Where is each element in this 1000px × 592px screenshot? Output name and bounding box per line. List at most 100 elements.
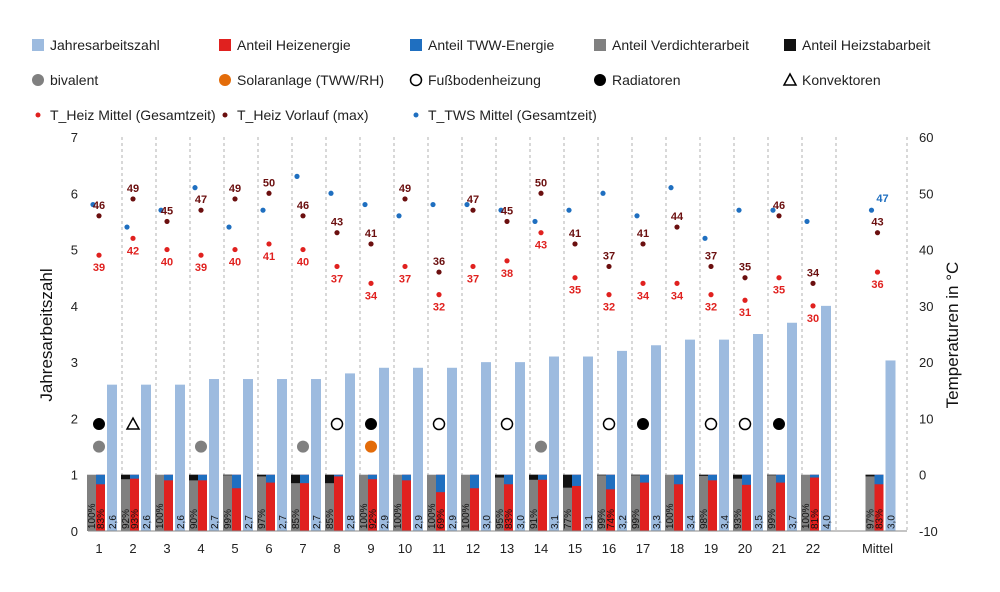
heizstab-share (223, 474, 232, 476)
legend-swatch (594, 39, 606, 51)
legend: Jahresarbeitszahl Anteil Heizenergie Antei… (32, 37, 931, 123)
jaz-value-label: 2,7 (244, 515, 255, 529)
verdichter-share-label: 100% (359, 503, 370, 529)
verdichter-share-label: 97% (866, 509, 877, 529)
x-tick-label: 4 (197, 541, 204, 556)
jaz-value-label: 2,9 (380, 515, 391, 529)
verdichter-share-label: 92% (121, 509, 132, 529)
theiz-label: 42 (127, 245, 139, 257)
jaz-bar (345, 373, 355, 531)
tww-share (334, 474, 343, 477)
heizenergie-share (708, 474, 717, 531)
tvl-point (810, 280, 816, 286)
x-tick-label: 17 (636, 541, 650, 556)
y2-tick-label: 0 (919, 468, 926, 483)
tww-share (674, 474, 683, 485)
theiz-point (164, 246, 170, 253)
heizenergie-share (776, 474, 785, 531)
verdichter-share-label: 100% (155, 503, 166, 529)
ttws-point (770, 207, 776, 213)
tvl-label: 41 (365, 228, 377, 240)
y2-axis-title: Temperaturen in °C (943, 262, 962, 409)
legend-label: Anteil TWW-Energie (428, 37, 555, 53)
x-tick-label: 6 (265, 541, 272, 556)
theiz-label: 34 (365, 290, 378, 302)
heizenergie-share-label: 74% (606, 509, 617, 529)
tww-share (96, 474, 105, 485)
theiz-label: 40 (161, 257, 173, 269)
legend-swatch (219, 74, 231, 86)
jaz-bar (277, 379, 287, 531)
tvl-point (674, 224, 680, 230)
jaz-value-label: 3,5 (754, 515, 765, 529)
theiz-point (810, 303, 816, 309)
theiz-point (572, 275, 578, 281)
verdichter-share-label: 99% (223, 509, 234, 529)
y2-tick-label: -10 (919, 524, 938, 539)
y2-tick-label: 20 (919, 355, 933, 370)
theiz-point (198, 252, 204, 258)
ttws-point (430, 201, 436, 208)
heizstab-share (325, 474, 334, 484)
heizstab-share (597, 474, 606, 476)
legend-swatch (32, 39, 44, 51)
legend-label: Anteil Verdichterarbeit (612, 37, 749, 53)
heizstab-share (767, 474, 776, 476)
heizstab-share (699, 474, 708, 476)
heizenergie-share (470, 474, 479, 531)
jaz-value-label: 2,9 (414, 515, 425, 529)
jaz-value-label: 3,1 (584, 515, 595, 529)
verdichter-share (801, 474, 810, 531)
x-tick-label: 11 (432, 541, 446, 556)
jaz-bar (141, 384, 151, 531)
legend-label: Jahresarbeitszahl (50, 37, 160, 53)
verdichter-share-label: 97% (257, 509, 268, 529)
floor-heating-marker (704, 417, 718, 431)
verdichter-share (223, 474, 232, 531)
jaz-bar (481, 362, 491, 531)
legend-swatch (35, 112, 41, 118)
legend-swatch (409, 73, 423, 87)
heizenergie-share (640, 474, 649, 531)
verdichter-share-label: 100% (461, 503, 472, 529)
ttws-point (362, 201, 368, 208)
tvl-label: 43 (331, 217, 343, 229)
jaz-value-label: 3,4 (720, 515, 731, 529)
theiz-label: 34 (637, 290, 650, 302)
theiz-point (708, 292, 714, 298)
verdichter-share (461, 474, 470, 531)
heizstab-share (495, 474, 504, 478)
x-tick-label: 16 (602, 541, 616, 556)
theiz-point (874, 269, 881, 275)
theiz-label: 37 (331, 273, 343, 285)
theiz-label: 30 (807, 313, 819, 325)
theiz-point (674, 280, 680, 286)
tww-share (538, 474, 547, 480)
x-tick-label: 2 (129, 541, 136, 556)
radiator-marker (93, 418, 105, 431)
heizenergie-share (198, 474, 207, 531)
ttws-point (124, 224, 130, 230)
verdichter-share (87, 474, 96, 531)
temperature-points: 46 39 49 42 45 40 47 39 49 40 50 41 46 40 43 37 41 34 49 37… (90, 173, 889, 325)
heizenergie-share-label: 69% (436, 509, 447, 529)
heizenergie-share (232, 474, 241, 531)
theiz-label: 37 (399, 273, 411, 285)
verdichter-share (865, 474, 875, 531)
x-tick-label: 10 (398, 541, 412, 556)
jaz-bar (311, 379, 321, 531)
tvl-point (606, 263, 612, 270)
ttws-point (702, 235, 708, 241)
tww-share (198, 474, 207, 481)
verdichter-share (291, 474, 300, 531)
y-axis-title: Jahresarbeitszahl (37, 268, 56, 401)
verdichter-share-label: 99% (767, 509, 778, 529)
tvl-label: 46 (93, 200, 105, 212)
legend-label: Konvektoren (802, 72, 881, 88)
verdichter-share-label: 99% (597, 509, 608, 529)
theiz-point (436, 292, 442, 298)
theiz-label: 32 (705, 302, 717, 314)
verdichter-share-label: 91% (529, 509, 540, 529)
tvl-point (874, 230, 881, 236)
